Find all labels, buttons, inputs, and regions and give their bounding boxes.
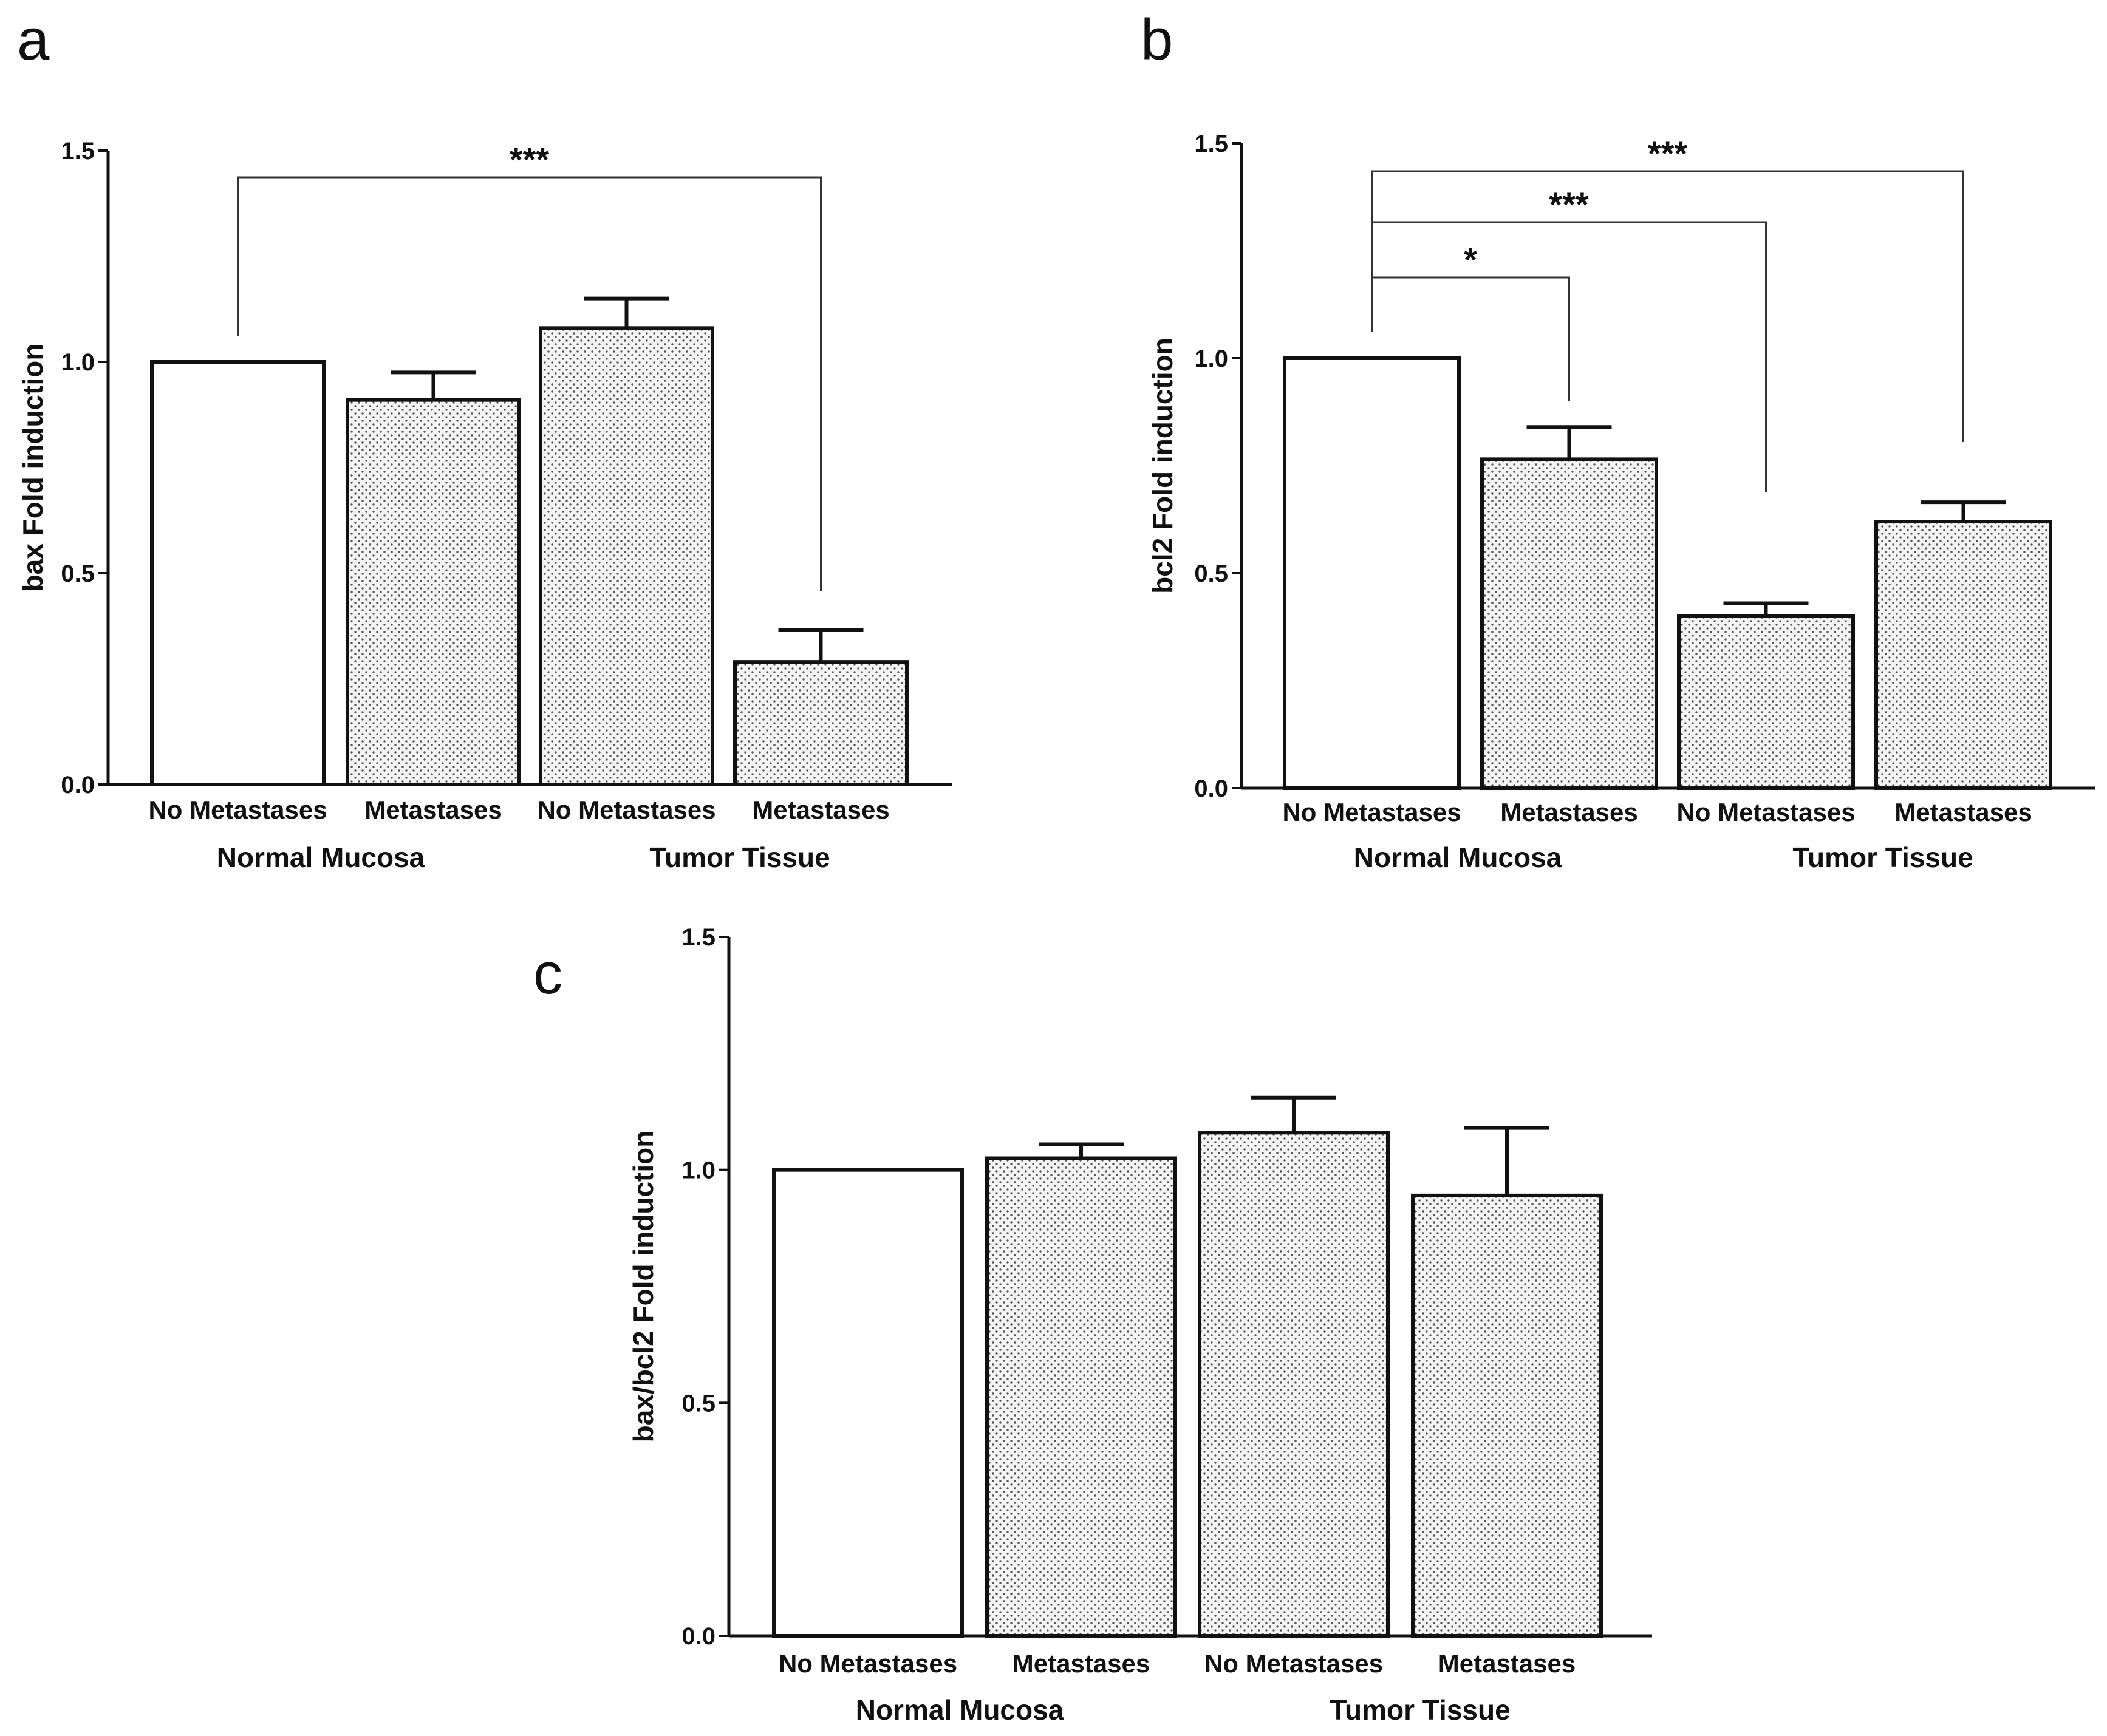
panel-c-y-tick-label: 1.5 xyxy=(681,924,715,951)
panel-c-y-axis-title: bax/bcl2 Fold induction xyxy=(627,1131,659,1443)
panel-b-bar-2 xyxy=(1480,457,1658,790)
panel-c-bar-1 xyxy=(772,1168,964,1638)
panel-b-significance-bracket-3 xyxy=(1371,170,1964,442)
panel-a-y-axis-title: bax Fold induction xyxy=(17,344,49,592)
panel-c-group-label-1: Normal Mucosa xyxy=(856,1694,1064,1726)
panel-c-bar-4 xyxy=(1411,1193,1603,1638)
panel-b-bar-4 xyxy=(1874,520,2052,790)
panel-b-y-tick-label: 0.0 xyxy=(1194,775,1228,802)
panel-b-significance-label-3: *** xyxy=(1648,134,1688,172)
panel-a: a 0.0 0.5 1.0 1.5 bax Fold induction No Metas… xyxy=(17,7,952,873)
panel-a-y-tick-label: 1.0 xyxy=(61,349,95,376)
panel-a-significance-bracket-1 xyxy=(237,176,822,591)
panel-a-bar-1 xyxy=(150,360,326,786)
panel-c-y-tick-label: 1.0 xyxy=(681,1157,715,1184)
panel-b-category-label-1: No Metastases xyxy=(1282,798,1461,826)
panel-a-bar-3 xyxy=(539,326,714,786)
panel-b-y-tick-label: 1.5 xyxy=(1194,131,1228,157)
panel-c-bar-3 xyxy=(1198,1131,1390,1638)
panel-a-y-tick-label: 1.5 xyxy=(61,138,95,165)
panel-a-category-label-4: Metastases xyxy=(752,795,889,824)
panel-a-plot: 0.0 0.5 1.0 1.5 bax Fold induction No Metasta… xyxy=(17,138,952,873)
panel-c-category-label-1: No Metastases xyxy=(779,1649,957,1678)
panel-b: b 0.0 0.5 1.0 1.5 bcl2 Fold induction No Meta… xyxy=(1141,7,2095,873)
panel-b-category-label-4: Metastases xyxy=(1894,798,2032,826)
panel-b-bar-3 xyxy=(1677,614,1855,790)
panel-b-significance-label-2: *** xyxy=(1549,185,1589,223)
panel-c-plot: 0.0 0.5 1.0 1.5 bax/bcl2 Fold induction No Me… xyxy=(627,924,1652,1726)
panel-a-category-label-1: No Metastases xyxy=(148,795,327,824)
panel-letter-a: a xyxy=(17,7,50,72)
panel-c-y-tick-label: 0.5 xyxy=(681,1390,715,1417)
panel-a-category-label-2: Metastases xyxy=(364,795,502,824)
panel-b-category-label-2: Metastases xyxy=(1500,798,1637,826)
panel-c-group-label-2: Tumor Tissue xyxy=(1330,1694,1510,1726)
panel-c-category-label-4: Metastases xyxy=(1438,1649,1576,1678)
panel-b-category-label-3: No Metastases xyxy=(1676,798,1855,826)
panel-letter-c: c xyxy=(533,941,562,1006)
panel-c-category-label-2: Metastases xyxy=(1013,1649,1150,1678)
panel-a-bar-4 xyxy=(733,660,909,787)
panel-c-y-tick-label: 0.0 xyxy=(681,1623,715,1650)
panel-a-y-tick-label: 0.5 xyxy=(61,560,95,587)
panel-a-bar-2 xyxy=(346,398,521,786)
panel-b-y-tick-label: 1.0 xyxy=(1194,345,1228,372)
panel-b-group-label-1: Normal Mucosa xyxy=(1354,842,1562,873)
panel-c-category-label-3: No Metastases xyxy=(1204,1649,1383,1678)
panel-b-y-tick-label: 0.5 xyxy=(1194,560,1228,587)
panel-a-significance-label-1: *** xyxy=(510,140,550,179)
panel-b-bar-1 xyxy=(1283,356,1461,790)
panel-a-category-label-3: No Metastases xyxy=(537,795,715,824)
panel-c-bar-2 xyxy=(985,1156,1177,1638)
panel-c: c 0.0 0.5 1.0 1.5 bax/bcl2 Fold induction No … xyxy=(533,924,1652,1726)
panel-b-group-label-2: Tumor Tissue xyxy=(1792,842,1973,873)
panel-a-y-tick-label: 0.0 xyxy=(61,772,95,798)
panel-b-plot: 0.0 0.5 1.0 1.5 bcl2 Fold induction No Metast… xyxy=(1147,131,2095,873)
panel-letter-b: b xyxy=(1141,7,1173,72)
panel-b-y-axis-title: bcl2 Fold induction xyxy=(1147,338,1178,594)
panel-a-group-label-1: Normal Mucosa xyxy=(217,842,425,873)
panel-b-significance-label-1: * xyxy=(1464,240,1477,279)
panel-a-group-label-2: Tumor Tissue xyxy=(649,842,830,873)
